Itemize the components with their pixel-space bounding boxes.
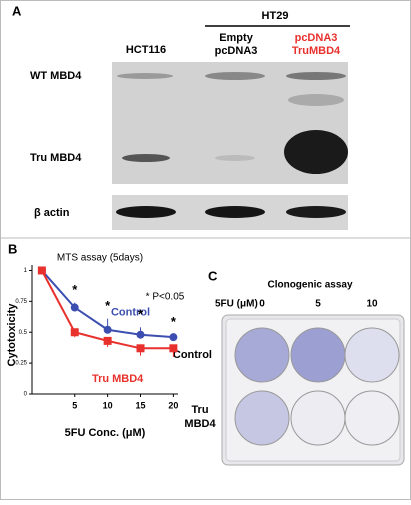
lane-label: pcDNA3 [295, 32, 338, 44]
marker [103, 325, 112, 334]
significance-mark: * [171, 314, 177, 329]
y-tick-label: 0.25 [15, 361, 27, 367]
panel-label: B [8, 241, 17, 256]
marker [70, 328, 79, 337]
lane-label: pcDNA3 [215, 45, 258, 57]
dose-label: 5FU (μM) [215, 299, 258, 310]
significance-mark: * [105, 298, 111, 313]
y-tick-label: 1 [24, 268, 28, 274]
significance-note: * P<0.05 [146, 292, 185, 303]
marker [169, 344, 178, 353]
dose: 0 [259, 299, 265, 310]
x-axis-label: 5FU Conc. (μM) [65, 427, 146, 439]
series-label: Control [111, 307, 150, 319]
x-tick-label: 20 [168, 400, 178, 410]
blot [112, 62, 348, 230]
dose: 5 [315, 299, 321, 310]
row-label: MBD4 [184, 418, 216, 430]
x-tick-label: 10 [103, 400, 113, 410]
row-label: Tru [191, 404, 208, 416]
y-tick-label: 0.75 [15, 299, 27, 305]
y-tick-label: 0.5 [19, 330, 28, 336]
lane-label: Empty [219, 32, 254, 44]
marker [136, 344, 145, 353]
group-label: HT29 [262, 10, 289, 22]
panel-title: Clonogenic assay [267, 280, 352, 291]
row-label: WT MBD4 [30, 70, 82, 82]
panel-label: A [12, 3, 22, 18]
marker [70, 303, 79, 312]
chart-title: MTS assay (5days) [57, 253, 143, 264]
y-axis-label: Cytotoxicity [6, 303, 18, 367]
marker [37, 266, 46, 275]
marker [169, 333, 178, 342]
lane-label: HCT116 [126, 44, 166, 56]
row-label: Tru MBD4 [30, 152, 82, 164]
marker [103, 336, 112, 345]
dose: 10 [366, 299, 378, 310]
series-label: Tru MBD4 [92, 373, 144, 385]
lane-label: TruMBD4 [292, 45, 341, 57]
plate-photo [221, 314, 405, 466]
row-label: Control [173, 349, 212, 361]
row-label: β actin [34, 207, 70, 219]
x-tick-label: 5 [72, 400, 77, 410]
significance-mark: * [138, 307, 144, 322]
significance-mark: * [72, 282, 78, 297]
x-tick-label: 15 [136, 400, 146, 410]
panel-label: C [208, 268, 218, 283]
marker [136, 330, 145, 339]
y-tick-label: 0 [24, 392, 28, 398]
